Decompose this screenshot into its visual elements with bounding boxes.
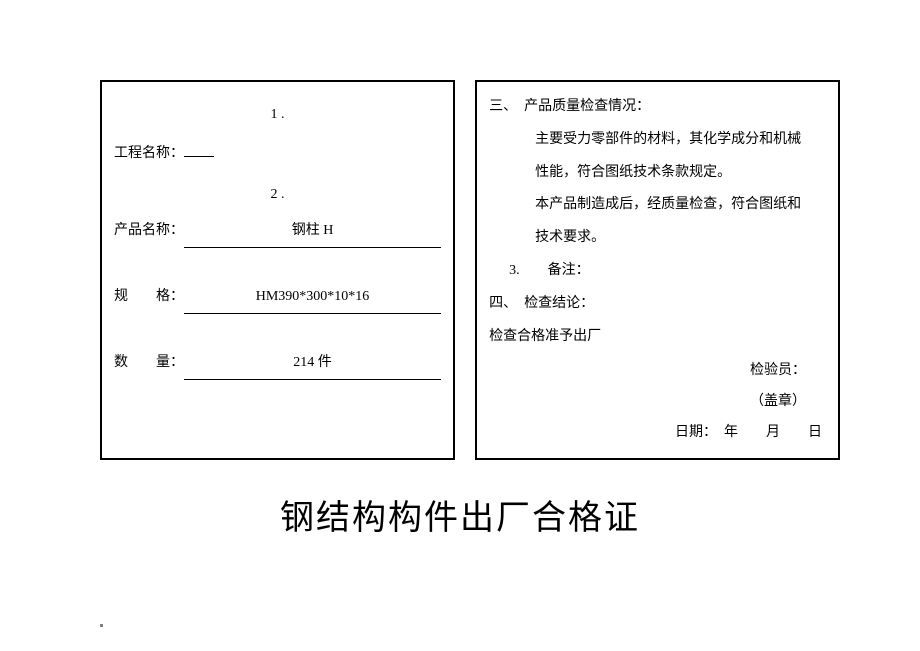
sec3-line2: 性能，符合图纸技术条款规定。: [489, 158, 826, 189]
form-container: 1 . 工程名称： 2 . 产品名称： 钢柱 H 规 格： HM390*300*…: [0, 0, 920, 460]
project-value: [184, 137, 214, 157]
doc-title: 钢结构构件出厂合格证: [0, 490, 920, 539]
marker-2: 2 .: [114, 180, 441, 211]
inspector: 检验员：: [489, 356, 826, 387]
stamp: （盖章）: [489, 387, 826, 418]
left-panel: 1 . 工程名称： 2 . 产品名称： 钢柱 H 规 格： HM390*300*…: [100, 80, 455, 460]
sec3-line3: 本产品制造成后，经质量检查，符合图纸和: [489, 190, 826, 221]
product-row: 产品名称： 钢柱 H: [114, 216, 441, 248]
spec-row: 规 格： HM390*300*10*16: [114, 282, 441, 314]
sec3-line4: 技术要求。: [489, 223, 826, 254]
sec3-line1: 主要受力零部件的材料，其化学成分和机械: [489, 125, 826, 156]
project-row: 工程名称：: [114, 137, 441, 170]
sec4-title: 四、 检查结论：: [489, 289, 826, 320]
qty-row: 数 量： 214 件: [114, 348, 441, 380]
product-label: 产品名称：: [114, 216, 184, 247]
date-line: 日期： 年 月 日: [489, 418, 826, 449]
spec-label: 规 格：: [114, 282, 184, 313]
qty-value: 214 件: [184, 348, 441, 380]
project-label: 工程名称：: [114, 139, 184, 170]
sec3-title: 三、 产品质量检查情况：: [489, 92, 826, 123]
sec3-remark: 3. 备注：: [489, 256, 826, 287]
right-panel: 三、 产品质量检查情况： 主要受力零部件的材料，其化学成分和机械 性能，符合图纸…: [475, 80, 840, 460]
product-value: 钢柱 H: [184, 216, 441, 248]
qty-label: 数 量：: [114, 348, 184, 379]
conclusion: 检查合格准予出厂: [489, 322, 826, 353]
dot-deco: [100, 624, 103, 627]
marker-1: 1 .: [114, 100, 441, 131]
spec-value: HM390*300*10*16: [184, 282, 441, 314]
